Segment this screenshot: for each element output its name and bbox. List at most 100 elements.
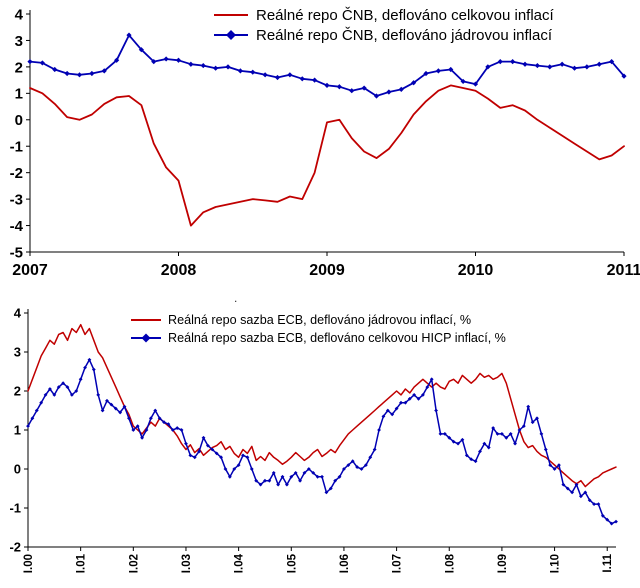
repo-ecb-hicp-inflace-marker [162,420,166,425]
repo-ecb-hicp-inflace-marker [69,393,74,397]
repo-ecb-hicp-inflace-marker [315,474,320,479]
repo-ecb-hicp-inflace-marker [337,474,342,479]
repo-ecb-hicp-inflace-marker [219,455,223,460]
repo-ecb-hicp-inflace-marker [377,428,381,432]
repo-cnb-jadrova-inflace-marker [287,72,293,78]
repo-ecb-hicp-inflace-marker [412,393,417,397]
repo-ecb-hicp-inflace-marker [311,471,316,475]
repo-ecb-hicp-inflace-marker [56,385,61,389]
repo-ecb-hicp-inflace-marker [543,447,548,452]
repo-ecb-hicp-inflace-marker [403,400,408,405]
repo-ecb-hicp-inflace-marker [342,467,346,471]
x-tick-label: 2010 [458,262,494,279]
repo-ecb-hicp-inflace-marker [197,449,202,454]
repo-ecb-hicp-inflace-marker [206,443,210,448]
x-tick-label: I.00 [23,554,35,573]
y-tick-label: -1 [10,139,23,156]
repo-ecb-hicp-inflace-marker [127,416,131,421]
repo-cnb-jadrova-inflace-marker [324,82,330,88]
repo-ecb-hicp-inflace-marker [192,455,197,460]
repo-ecb-hicp-inflace-marker [48,387,52,391]
repo-ecb-hicp-inflace-marker [508,432,513,436]
repo-ecb-hicp-inflace-marker [320,474,324,479]
legend-label-ecb-hicp: Reálná repo sazba ECB, deflováno celkovo… [168,331,506,345]
ecb-chart-canvas: 4 3 2 1 0 -1 -2I.00 I.01 I.02 I.03 I.04 I.05 I.06 I.0… [9,306,618,573]
repo-ecb-hicp-inflace-marker [140,435,144,440]
repo-cnb-jadrova-inflace-marker [398,86,404,92]
repo-ecb-hicp-inflace-marker [570,490,575,495]
repo-ecb-hicp-inflace-marker [83,365,87,370]
blue-line-marker-swatch-icon [214,30,248,40]
repo-cnb-jadrova-inflace-marker [423,70,429,77]
repo-ecb-hicp-inflace-marker [513,441,517,446]
repo-cnb-jadrova-inflace-marker [609,59,615,65]
repo-ecb-hicp-inflace-marker [482,441,487,446]
repo-ecb-hicp-inflace-marker [504,435,509,440]
repo-ecb-hicp-inflace-marker [592,502,596,506]
x-tick-label: I.05 [286,553,298,573]
repo-cnb-jadrova-inflace-marker [596,61,602,67]
repo-cnb-jadrova-inflace-marker [497,59,503,65]
repo-ecb-hicp-inflace-marker [157,416,162,421]
repo-ecb-hicp-inflace-marker [122,404,127,409]
y-tick-label: 0 [14,462,21,477]
repo-cnb-jadrova-inflace-marker [89,70,95,77]
repo-ecb-hicp-inflace-marker [91,367,96,372]
repo-ecb-hicp-inflace-marker [399,400,403,405]
repo-ecb-hicp-inflace-marker [434,408,438,413]
repo-cnb-jadrova-inflace-marker [225,64,231,70]
repo-cnb-jadrova-inflace-marker [435,68,441,74]
repo-ecb-hicp-inflace-marker [227,474,232,479]
repo-ecb-hicp-inflace-marker [464,453,469,458]
repo-ecb-hicp-inflace-marker [561,482,566,487]
repo-ecb-hicp-inflace-marker [469,457,474,462]
repo-ecb-hicp-inflace-marker [442,432,447,436]
repo-ecb-hicp-inflace-marker [78,377,83,382]
repo-ecb-hicp-inflace-marker [324,490,329,495]
repo-ecb-hicp-inflace-marker [96,393,101,397]
repo-ecb-hicp-inflace-marker [530,420,535,425]
y-tick-label: 1 [15,86,23,103]
stray-dot: . [234,291,238,305]
y-tick-label: -2 [9,540,21,555]
repo-ecb-hicp-inflace-marker [280,474,285,479]
repo-cnb-jadrova-inflace-marker [188,61,194,67]
repo-cnb-jadrova-inflace-marker [336,84,342,90]
repo-ecb-hicp-inflace-marker [407,396,412,401]
x-tick-label: 2007 [12,262,48,279]
repo-ecb-hicp-inflace-marker [451,439,456,444]
repo-ecb-hicp-inflace-line [27,359,617,525]
repo-ecb-hicp-inflace-marker [460,437,465,442]
legend-ecb: Reálná repo sazba ECB, deflováno jádrovo… [130,311,506,347]
repo-ecb-hicp-inflace-marker [148,416,153,421]
repo-cnb-celkova-inflace-line [29,84,625,227]
legend-item-cnb-headline: Reálné repo ČNB, deflováno celkovou infl… [213,5,554,25]
repo-ecb-hicp-inflace-marker [241,453,245,458]
repo-cnb-jadrova-inflace-marker [126,32,132,38]
repo-ecb-hicp-inflace-marker [43,393,48,397]
repo-cnb-jadrova-inflace-marker [571,65,578,71]
y-tick-label: -4 [10,218,24,235]
repo-cnb-jadrova-inflace-marker [114,57,120,63]
repo-ecb-hicp-inflace-marker [385,408,390,413]
repo-cnb-jadrova-inflace-marker [274,74,281,81]
repo-ecb-hicp-inflace-marker [65,385,70,389]
repo-cnb-jadrova-inflace-marker [485,64,491,70]
repo-cnb-jadrova-inflace-marker [472,81,479,87]
y-tick-label: 4 [15,6,24,23]
repo-ecb-hicp-inflace-marker [473,459,478,464]
repo-cnb-jadrova-inflace-marker [460,78,466,85]
y-tick-label: 3 [15,33,23,50]
repo-cnb-jadrova-inflace-marker [52,66,58,73]
repo-cnb-jadrova-inflace-marker [373,93,380,99]
y-tick-label: -1 [9,501,21,516]
repo-ecb-hicp-inflace-marker [429,377,434,382]
repo-ecb-hicp-inflace-marker [201,435,206,440]
repo-ecb-hicp-inflace-marker [263,478,267,483]
blue-line-marker-swatch-icon [131,333,161,343]
repo-ecb-hicp-inflace-marker [184,441,188,446]
x-tick-label: 2009 [309,262,345,279]
repo-ecb-hicp-inflace-marker [236,463,241,467]
x-tick-label: I.04 [234,553,246,573]
repo-cnb-jadrova-inflace-marker [39,60,45,66]
